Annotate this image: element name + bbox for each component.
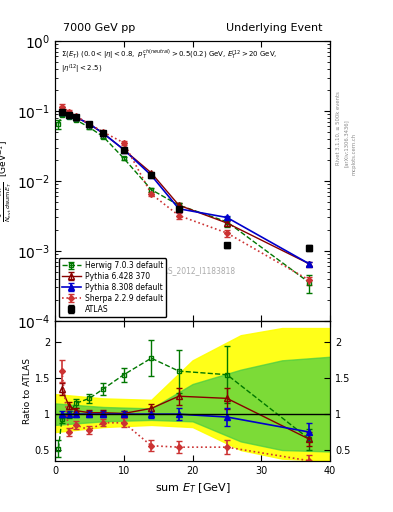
Text: Underlying Event: Underlying Event bbox=[226, 23, 322, 33]
Text: 7000 GeV pp: 7000 GeV pp bbox=[63, 23, 135, 33]
X-axis label: sum $E_T$ [GeV]: sum $E_T$ [GeV] bbox=[155, 481, 230, 495]
Legend: Herwig 7.0.3 default, Pythia 6.428 370, Pythia 8.308 default, Sherpa 2.2.9 defau: Herwig 7.0.3 default, Pythia 6.428 370, … bbox=[59, 258, 166, 317]
Text: ATLAS_2012_I1183818: ATLAS_2012_I1183818 bbox=[149, 266, 236, 275]
Y-axis label: Ratio to ATLAS: Ratio to ATLAS bbox=[23, 358, 32, 424]
Text: mcplots.cern.ch: mcplots.cern.ch bbox=[352, 133, 357, 175]
Y-axis label: $\frac{1}{N_{\rm evt}}\frac{dN_{\rm evt}}{d{\rm sum}\,E_T}$  [GeV$^{-1}$]: $\frac{1}{N_{\rm evt}}\frac{dN_{\rm evt}… bbox=[0, 140, 14, 222]
Text: [arXiv:1306.3436]: [arXiv:1306.3436] bbox=[344, 119, 349, 167]
Text: Rivet 3.1.10, ≥ 500k events: Rivet 3.1.10, ≥ 500k events bbox=[336, 91, 341, 165]
Text: $\Sigma(E_T)$ $(0.0 < |\eta| < 0.8,$ $p_T^{ch(neutral)} > 0.5(0.2)$ GeV, $E_T^{l: $\Sigma(E_T)$ $(0.0 < |\eta| < 0.8,$ $p_… bbox=[61, 47, 277, 76]
